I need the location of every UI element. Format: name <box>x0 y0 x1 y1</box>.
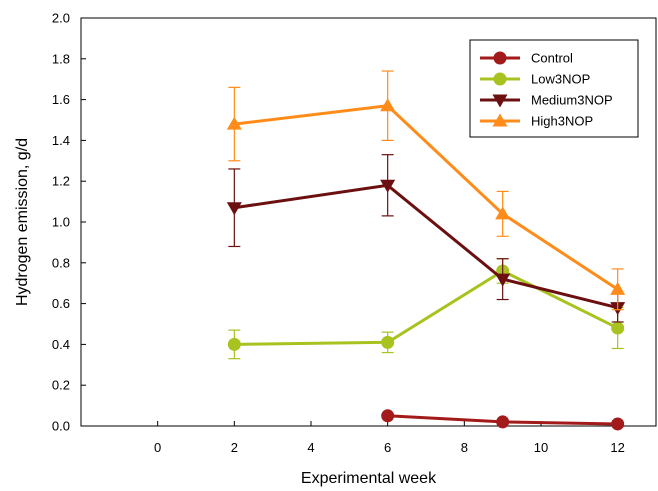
data-point <box>611 417 625 431</box>
data-point <box>381 409 395 423</box>
series-control <box>381 409 625 431</box>
x-tick-label: 10 <box>534 440 548 455</box>
x-tick-label: 12 <box>610 440 624 455</box>
series-low3nop <box>227 258 625 360</box>
data-point <box>610 281 626 295</box>
legend-label: High3NOP <box>531 114 593 129</box>
y-tick-label: 0.2 <box>52 378 70 393</box>
data-point <box>496 415 510 429</box>
x-tick-label: 4 <box>307 440 314 455</box>
y-tick-label: 1.6 <box>52 92 70 107</box>
legend-label: Low3NOP <box>531 72 590 87</box>
legend: Control Low3NOP Medium3NOP High3NOP <box>469 39 639 138</box>
axes: 0.0 0.2 0.4 0.6 0.8 1.0 1.2 1.4 1.6 1.8 2.0 0 2 4 6 8 10… <box>52 11 657 455</box>
x-tick-label: 0 <box>154 440 161 455</box>
legend-item: Medium3NOP <box>480 93 613 108</box>
legend-marker <box>493 72 507 86</box>
x-tick-label: 2 <box>231 440 238 455</box>
data-point <box>611 321 625 335</box>
data-point <box>380 98 396 112</box>
series-medium3nop <box>226 154 626 323</box>
legend-item: Control <box>480 51 573 66</box>
legend-label: Medium3NOP <box>531 93 613 108</box>
y-tick-label: 1.8 <box>52 51 70 66</box>
legend-item: High3NOP <box>480 113 593 129</box>
data-point <box>495 273 511 287</box>
y-tick-label: 1.4 <box>52 133 70 148</box>
legend-label: Control <box>531 51 573 66</box>
y-tick-label: 0.8 <box>52 255 70 270</box>
legend-item: Low3NOP <box>480 72 590 87</box>
x-tick-label: 8 <box>461 440 468 455</box>
data-point <box>226 116 242 130</box>
y-tick-label: 0.4 <box>52 337 70 352</box>
series-layer <box>226 70 626 431</box>
y-tick-label: 0.0 <box>52 419 70 434</box>
y-tick-label: 2.0 <box>52 11 70 26</box>
series-line <box>234 104 619 291</box>
series-high3nop <box>226 70 626 311</box>
data-point <box>381 335 395 349</box>
y-tick-label: 1.0 <box>52 215 70 230</box>
legend-marker <box>492 113 508 127</box>
y-tick-label: 1.2 <box>52 174 70 189</box>
series-line <box>234 269 619 346</box>
y-tick-label: 0.6 <box>52 296 70 311</box>
x-tick-label: 6 <box>384 440 391 455</box>
legend-marker <box>493 51 507 65</box>
series-line <box>234 183 619 310</box>
y-axis-title: Hydrogen emission, g/d <box>14 138 31 306</box>
legend-marker <box>492 94 508 108</box>
data-point <box>226 202 242 216</box>
data-point <box>380 179 396 193</box>
data-point <box>227 337 241 351</box>
x-axis-title: Experimental week <box>301 470 437 487</box>
data-point <box>495 206 511 220</box>
